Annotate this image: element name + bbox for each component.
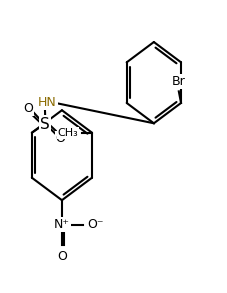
Text: S: S: [40, 117, 50, 132]
Text: O: O: [57, 250, 67, 263]
Text: HN: HN: [38, 96, 57, 109]
Text: N⁺: N⁺: [54, 218, 70, 231]
Text: O: O: [24, 102, 33, 115]
Text: Br: Br: [172, 76, 186, 88]
Text: O⁻: O⁻: [88, 218, 104, 231]
Text: O: O: [56, 132, 65, 145]
Text: CH₃: CH₃: [58, 128, 79, 138]
